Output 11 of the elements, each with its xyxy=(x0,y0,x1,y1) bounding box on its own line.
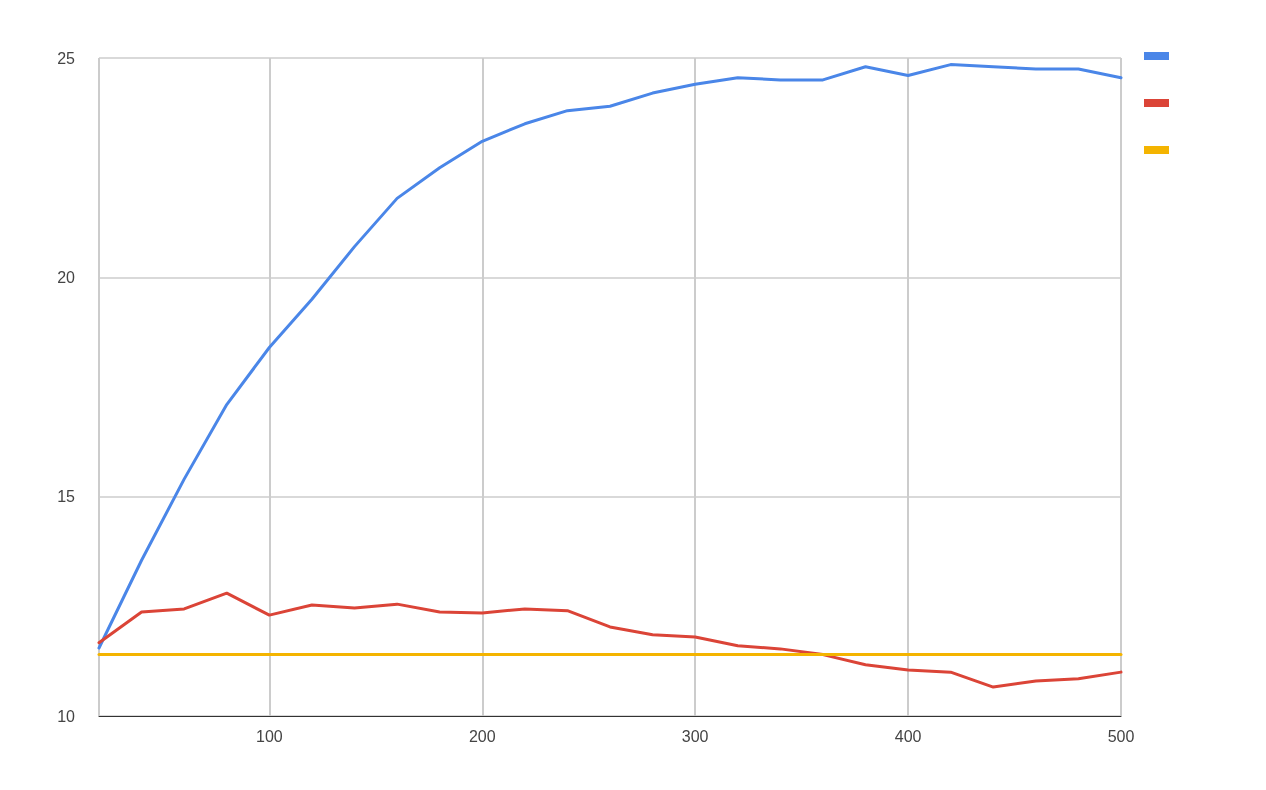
line-series xyxy=(97,591,1123,689)
y-tick-label: 20 xyxy=(57,268,76,286)
x-tick-label: 100 xyxy=(255,727,283,745)
x-tick-label: 400 xyxy=(894,727,922,745)
x-tick-label: 200 xyxy=(468,727,496,745)
y-tick-label: 10 xyxy=(57,707,76,725)
x-tick-label: 500 xyxy=(1107,727,1135,745)
y-tick-label: 15 xyxy=(57,488,76,506)
x-tick-label: 300 xyxy=(681,727,709,745)
line-series xyxy=(97,63,1123,650)
y-tick-label: 25 xyxy=(57,49,76,67)
